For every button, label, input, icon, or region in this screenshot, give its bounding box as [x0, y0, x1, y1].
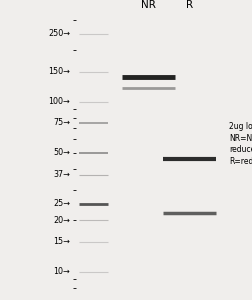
Text: 2ug loading
NR=Non-
reduced
R=reduced: 2ug loading NR=Non- reduced R=reduced [229, 122, 252, 166]
Text: 37→: 37→ [53, 170, 70, 179]
Text: 50→: 50→ [53, 148, 70, 157]
Text: 75→: 75→ [53, 118, 70, 127]
Text: 250→: 250→ [48, 29, 70, 38]
Text: R: R [186, 0, 193, 10]
Text: 150→: 150→ [48, 67, 70, 76]
Text: 100→: 100→ [48, 97, 70, 106]
Text: 20→: 20→ [53, 216, 70, 225]
Text: 25→: 25→ [53, 200, 70, 208]
Text: NR: NR [141, 0, 156, 10]
Text: 10→: 10→ [53, 267, 70, 276]
Text: 15→: 15→ [53, 237, 70, 246]
